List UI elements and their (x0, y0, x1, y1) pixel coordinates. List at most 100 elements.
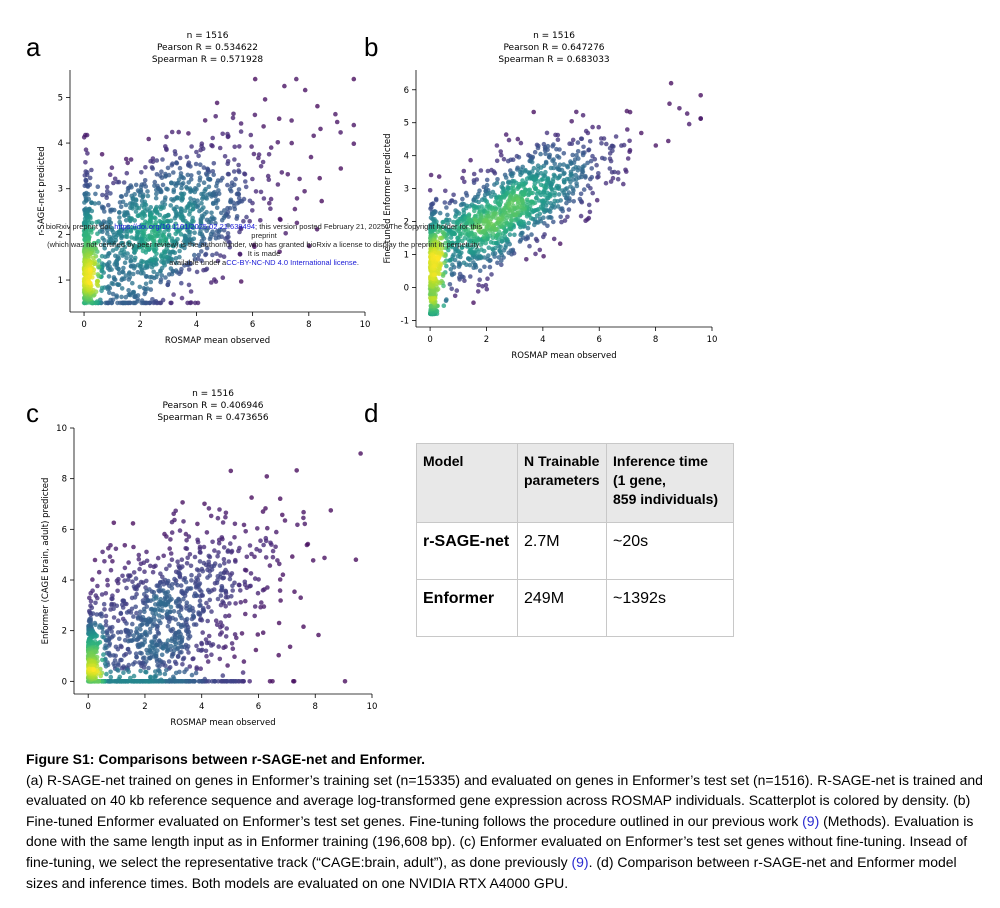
scatter-point (291, 679, 296, 684)
scatter-point (134, 654, 139, 660)
scatter-point (226, 559, 232, 564)
scatter-point (86, 638, 92, 643)
scatter-point (164, 649, 170, 654)
scatter-point (440, 273, 446, 278)
scatter-point (191, 609, 196, 614)
scatter-point (199, 213, 205, 219)
scatter-point (166, 279, 171, 285)
scatter-point (88, 271, 93, 276)
scatter-point (137, 566, 142, 572)
scatter-point (130, 679, 136, 684)
scatter-point (134, 202, 139, 208)
scatter-point (133, 679, 139, 684)
scatter-point (199, 618, 205, 623)
scatter-point (523, 204, 528, 209)
scatter-point (172, 216, 178, 221)
scatter-point (139, 641, 144, 646)
caption-ref-2[interactable]: (9) (571, 853, 589, 870)
scatter-point (89, 679, 95, 684)
scatter-point (430, 272, 436, 278)
scatter-point (519, 231, 524, 236)
scatter-point (136, 642, 141, 647)
scatter-point (86, 654, 92, 660)
scatter-point (85, 679, 91, 684)
scatter-point (88, 677, 94, 682)
scatter-point (194, 665, 199, 670)
scatter-point (83, 298, 89, 304)
scatter-point (213, 618, 219, 623)
scatter-point (586, 147, 591, 153)
scatter-point (435, 268, 440, 274)
scatter-point (157, 657, 162, 663)
scatter-point (206, 559, 211, 565)
scatter-point (126, 662, 132, 668)
scatter-point (155, 663, 160, 668)
scatter-point (196, 573, 202, 578)
scatter-point (173, 508, 178, 514)
scatter-point (204, 640, 210, 646)
scatter-point (91, 666, 96, 672)
scatter-point (87, 638, 93, 643)
scatter-point (89, 200, 94, 206)
scatter-point (239, 199, 245, 204)
scatter-point (87, 677, 92, 683)
scatter-point (157, 589, 162, 594)
scatter-point (221, 575, 227, 580)
scatter-point (554, 183, 560, 189)
scatter-point (171, 676, 177, 681)
scatter-point (122, 679, 127, 684)
scatter-point (87, 658, 92, 663)
scatter-point (431, 291, 436, 297)
scatter-point (461, 168, 467, 174)
scatter-point (527, 170, 532, 176)
scatter-point (83, 289, 88, 295)
caption-ref-1[interactable]: (9) (802, 812, 820, 829)
scatter-point (243, 568, 249, 573)
scatter-point (150, 166, 155, 171)
scatter-point (87, 660, 92, 665)
scatter-point (179, 212, 185, 218)
scatter-point (149, 679, 154, 684)
scatter-point (89, 677, 94, 683)
scatter-point (107, 679, 113, 684)
scatter-point (492, 211, 497, 217)
scatter-point (144, 300, 150, 306)
header-params-line2: parameters (524, 472, 600, 488)
scatter-point (201, 205, 206, 210)
scatter-point (574, 181, 579, 186)
scatter-point (429, 294, 435, 300)
scatter-point (263, 555, 269, 560)
scatter-point (277, 561, 282, 567)
scatter-point (184, 679, 190, 684)
scatter-point (206, 169, 212, 175)
scatter-point (101, 635, 107, 640)
scatter-point (150, 159, 156, 164)
scatter-point (430, 216, 435, 222)
scatter-point (120, 199, 126, 205)
scatter-point (429, 284, 435, 290)
watermark-doi-link[interactable]: https://doi.org/10.1101/2025.02.21.63949… (114, 222, 256, 231)
scatter-point (619, 143, 624, 148)
scatter-point (109, 596, 114, 602)
scatter-point (126, 609, 132, 614)
scatter-point (140, 679, 145, 684)
scatter-point (503, 228, 509, 234)
scatter-point (167, 615, 172, 620)
scatter-point (131, 679, 137, 684)
watermark-license-link[interactable]: CC-BY-NC-ND 4.0 International license (226, 258, 357, 267)
scatter-point (148, 649, 153, 654)
scatter-point (142, 199, 148, 205)
scatter-point (165, 165, 171, 171)
scatter-point (96, 679, 102, 684)
scatter-point (112, 277, 118, 283)
scatter-point (95, 583, 100, 589)
scatter-point (428, 277, 433, 282)
scatter-point (223, 211, 229, 217)
scatter-point (90, 300, 96, 306)
scatter-point (164, 186, 169, 192)
header-params-line1: N Trainable (524, 453, 600, 469)
scatter-point (201, 194, 206, 200)
scatter-point (176, 679, 181, 684)
scatter-point (83, 280, 89, 285)
scatter-point (549, 186, 554, 192)
